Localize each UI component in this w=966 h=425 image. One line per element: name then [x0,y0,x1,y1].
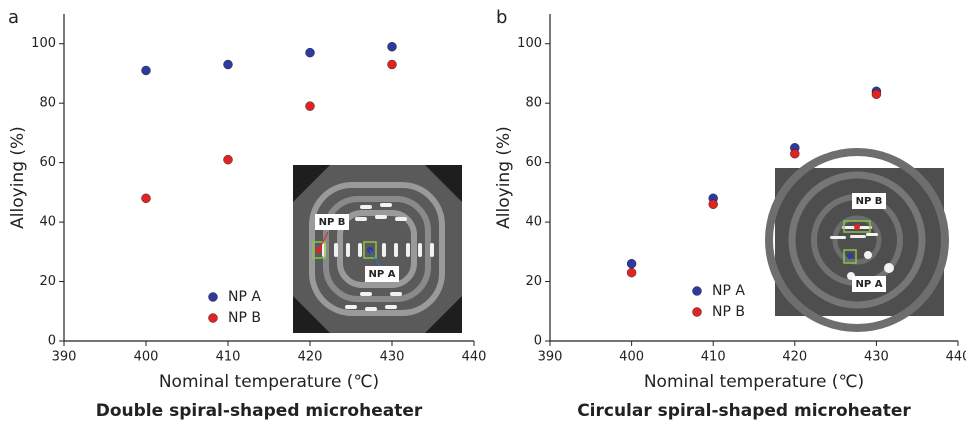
y-axis-label: Alloying (%) [494,126,514,229]
legend-marker [692,307,702,317]
panel-label: b [496,7,507,28]
data-point [626,267,637,278]
y-axis-label: Alloying (%) [8,126,28,229]
data-point [223,154,233,165]
y-tick-label: 40 [525,215,542,230]
x-tick-label: 440 [946,350,966,365]
inset-label: NP A [369,269,396,280]
data-point [387,42,397,52]
data-point [305,101,315,111]
x-tick-label: 390 [538,350,563,365]
x-tick-label: 430 [864,350,889,365]
x-tick-label: 420 [782,350,807,365]
x-tick-label: 400 [134,350,159,365]
y-tick-label: 80 [39,96,56,111]
y-tick-label: 20 [39,274,56,289]
data-point [305,47,315,58]
inset-image [293,165,462,333]
x-tick-label: 390 [52,350,77,365]
legend-label: NP A [712,283,745,299]
x-tick-label: 440 [462,350,487,365]
data-point [141,193,151,204]
data-point [871,89,882,99]
data-point [387,59,397,70]
inset-image [765,148,949,332]
data-point [223,59,233,70]
legend-label: NP A [228,289,261,305]
data-point [790,149,800,159]
y-tick-label: 80 [525,96,542,111]
inset-label: NP B [319,217,346,228]
y-tick-label: 100 [31,36,56,51]
y-tick-label: 20 [525,274,542,289]
x-tick-label: 420 [298,350,323,365]
legend-marker [208,292,218,302]
y-tick-label: 0 [48,334,56,349]
data-point [141,65,151,76]
inset-label: NP A [856,279,883,290]
x-tick-label: 410 [701,350,726,365]
x-tick-label: 400 [619,350,644,365]
legend-label: NP B [228,310,261,326]
y-tick-label: 60 [39,155,56,170]
data-point [708,199,718,209]
y-tick-label: 0 [534,334,542,349]
x-tick-label: 430 [380,350,405,365]
legend-marker [208,313,218,323]
y-tick-label: 60 [525,155,542,170]
chart-title: Circular spiral-shaped microheater [577,401,911,421]
y-tick-label: 100 [517,36,542,51]
x-axis-label: Nominal temperature (℃) [644,372,864,392]
x-tick-label: 410 [216,350,241,365]
chart-title: Double spiral-shaped microheater [96,401,423,421]
x-axis-label: Nominal temperature (℃) [159,372,379,392]
legend-marker [692,286,702,296]
data-point [626,259,637,269]
y-tick-label: 40 [39,215,56,230]
inset-label: NP B [856,196,883,207]
panel-label: a [8,7,19,28]
legend-label: NP B [712,304,745,320]
